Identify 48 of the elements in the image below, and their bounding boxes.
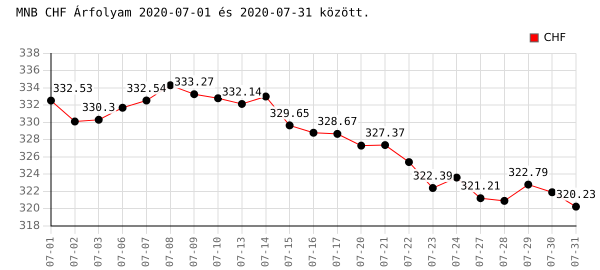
x-tick-label: 07-01 bbox=[46, 236, 57, 268]
y-tick-label: 328 bbox=[18, 132, 40, 146]
x-tick-label: 07-15 bbox=[284, 236, 296, 268]
x-tick-label: 07-13 bbox=[236, 236, 248, 268]
x-tick-label: 07-28 bbox=[499, 236, 510, 268]
x-tick-label: 07-10 bbox=[212, 236, 224, 268]
x-tick-label: 07-09 bbox=[188, 236, 200, 268]
x-tick-label: 07-27 bbox=[475, 236, 486, 268]
data-label: 329.65 bbox=[270, 106, 310, 120]
data-label: 332.54 bbox=[126, 82, 167, 95]
legend-label: CHF bbox=[544, 30, 566, 44]
y-tick-label: 332 bbox=[18, 98, 40, 112]
x-tick-label: 07-02 bbox=[69, 236, 80, 268]
data-label: 332.14 bbox=[222, 85, 262, 98]
y-tick-label: 322 bbox=[18, 184, 40, 198]
x-tick-label: 07-08 bbox=[164, 236, 176, 268]
x-tick-label: 07-24 bbox=[451, 236, 462, 268]
x-tick-label: 07-14 bbox=[260, 236, 272, 268]
x-tick-label: 07-17 bbox=[332, 236, 343, 268]
data-label: 328.67 bbox=[317, 115, 358, 128]
x-tick-label: 07-16 bbox=[308, 236, 320, 268]
y-tick-label: 318 bbox=[18, 218, 40, 232]
y-tick-label: 330 bbox=[18, 115, 40, 128]
y-tick-label: 326 bbox=[18, 150, 40, 163]
x-tick-label: 07-06 bbox=[117, 236, 128, 268]
data-label: 333.27 bbox=[174, 76, 214, 89]
data-label: 332.53 bbox=[52, 82, 93, 95]
x-tick-label: 07-03 bbox=[93, 236, 104, 268]
x-tick-label: 07-21 bbox=[380, 236, 391, 268]
y-tick-label: 336 bbox=[18, 64, 40, 77]
data-label: 327.37 bbox=[365, 126, 405, 140]
y-tick-label: 324 bbox=[18, 167, 40, 180]
x-tick-label: 07-20 bbox=[356, 236, 367, 268]
chart-title: MNB CHF Árfolyam 2020-07-01 és 2020-07-31 között. bbox=[16, 4, 370, 20]
data-label: 322.39 bbox=[412, 169, 453, 182]
x-tick-label: 07-30 bbox=[546, 236, 558, 268]
x-tick-label: 07-31 bbox=[570, 236, 582, 268]
y-tick-label: 338 bbox=[18, 46, 40, 60]
data-label: 330.3 bbox=[82, 101, 116, 114]
data-label: 321.21 bbox=[460, 180, 500, 193]
x-tick-label: 07-23 bbox=[427, 236, 438, 268]
x-tick-label: 07-07 bbox=[141, 236, 152, 268]
x-tick-label: 07-29 bbox=[522, 236, 534, 268]
y-tick-label: 320 bbox=[18, 202, 40, 215]
y-tick-label: 334 bbox=[18, 80, 40, 94]
data-label: 322.79 bbox=[508, 166, 548, 179]
data-label: 320.23 bbox=[556, 188, 596, 202]
x-tick-label: 07-22 bbox=[404, 236, 415, 268]
